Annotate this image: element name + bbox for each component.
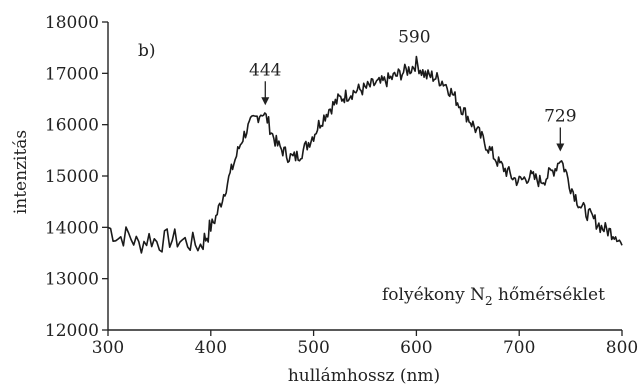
annotation-subscript: 2	[485, 294, 493, 308]
spectrum-line	[107, 55, 623, 254]
y-tick-label: 15000	[45, 167, 99, 187]
x-tick-label: 500	[297, 338, 329, 358]
annotation-main: folyékony N	[382, 285, 485, 305]
peak-annotations: 444 590 729	[249, 28, 577, 152]
x-tick-label: 800	[606, 338, 638, 358]
x-axis-label: hullámhossz (nm)	[288, 366, 440, 385]
x-tick-label: 700	[503, 338, 535, 358]
peak-label: 729	[544, 106, 576, 126]
y-tick-label: 17000	[45, 64, 99, 84]
y-tick-group: 12000 13000 14000 15000 16000 17000 18000	[45, 13, 108, 341]
panel-label: b)	[138, 41, 156, 61]
annotation-rest: hőmérséklet	[493, 285, 605, 305]
peak-label: 444	[249, 60, 281, 80]
peak-arrowhead	[261, 97, 270, 106]
y-tick-label: 16000	[45, 116, 99, 136]
y-tick-label: 12000	[45, 321, 99, 341]
annotation-text: folyékony N2 hőmérséklet	[382, 285, 605, 308]
x-tick-label: 400	[195, 338, 227, 358]
peak-label: 590	[398, 28, 430, 48]
y-tick-label: 18000	[45, 13, 99, 33]
x-tick-group: 300 400 500 600 700 800	[92, 330, 638, 358]
x-tick-label: 300	[92, 338, 124, 358]
y-tick-label: 14000	[45, 218, 99, 238]
peak-arrowhead	[556, 143, 565, 152]
x-tick-label: 600	[400, 338, 432, 358]
y-axis-label: intenzitás	[11, 130, 31, 214]
y-tick-label: 13000	[45, 270, 99, 290]
